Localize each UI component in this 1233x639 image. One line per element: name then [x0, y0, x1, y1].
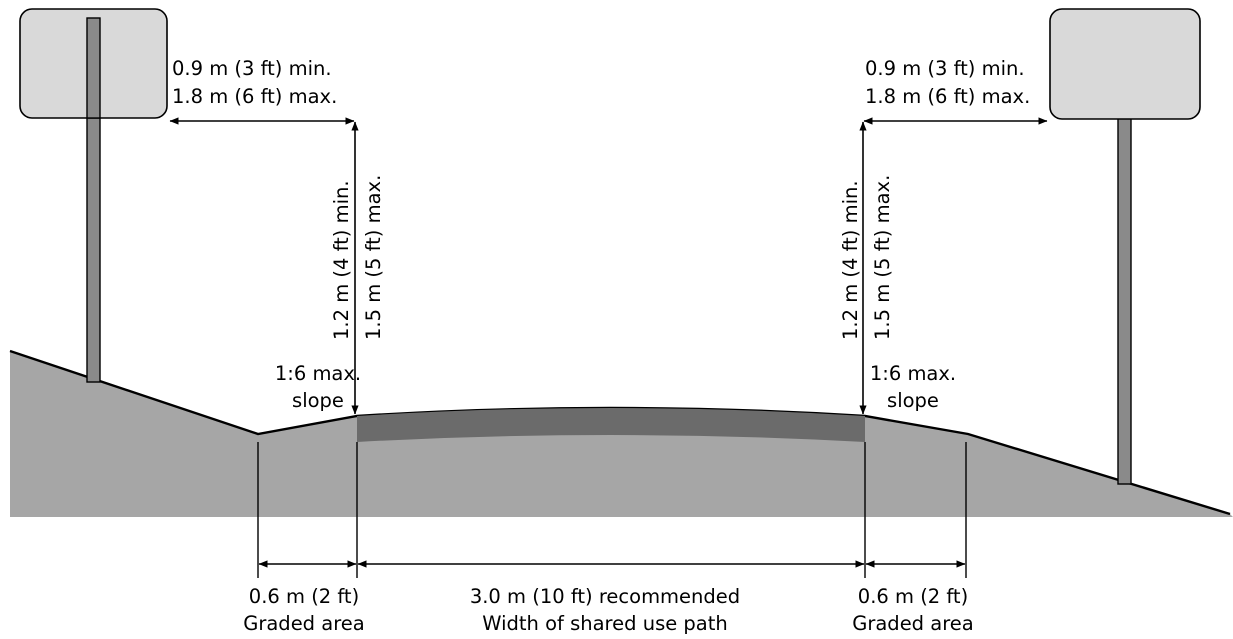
- right-height-min-label: 1.2 m (4 ft) min.: [839, 180, 862, 340]
- left-clearance-max-label: 1.8 m (6 ft) max.: [172, 85, 337, 108]
- left-sign: [19, 8, 168, 383]
- right-graded-area-label: Graded area: [852, 612, 974, 635]
- right-height-max-label: 1.5 m (5 ft) max.: [871, 175, 894, 340]
- left-clearance-min-label: 0.9 m (3 ft) min.: [172, 57, 332, 80]
- left-graded-area-label: Graded area: [243, 612, 365, 635]
- right-sign: [1049, 8, 1201, 485]
- left-sign-post-top: [86, 17, 101, 119]
- right-sign-post: [1117, 109, 1132, 485]
- left-graded-value-label: 0.6 m (2 ft): [249, 585, 359, 608]
- right-graded-value-label: 0.6 m (2 ft): [858, 585, 968, 608]
- left-slope-line1-label: 1:6 max.: [275, 362, 361, 385]
- left-slope-line2-label: slope: [292, 389, 344, 412]
- right-slope-line2-label: slope: [887, 389, 939, 412]
- path-width-label: Width of shared use path: [482, 612, 728, 635]
- right-clearance-min-label: 0.9 m (3 ft) min.: [865, 57, 1025, 80]
- paved-path-surface: [357, 408, 865, 442]
- right-sign-panel: [1049, 8, 1201, 120]
- right-slope-line1-label: 1:6 max.: [870, 362, 956, 385]
- right-clearance-max-label: 1.8 m (6 ft) max.: [865, 85, 1030, 108]
- path-width-value-label: 3.0 m (10 ft) recommended: [470, 585, 740, 608]
- left-height-max-label: 1.5 m (5 ft) max.: [362, 175, 385, 340]
- left-height-min-label: 1.2 m (4 ft) min.: [330, 180, 353, 340]
